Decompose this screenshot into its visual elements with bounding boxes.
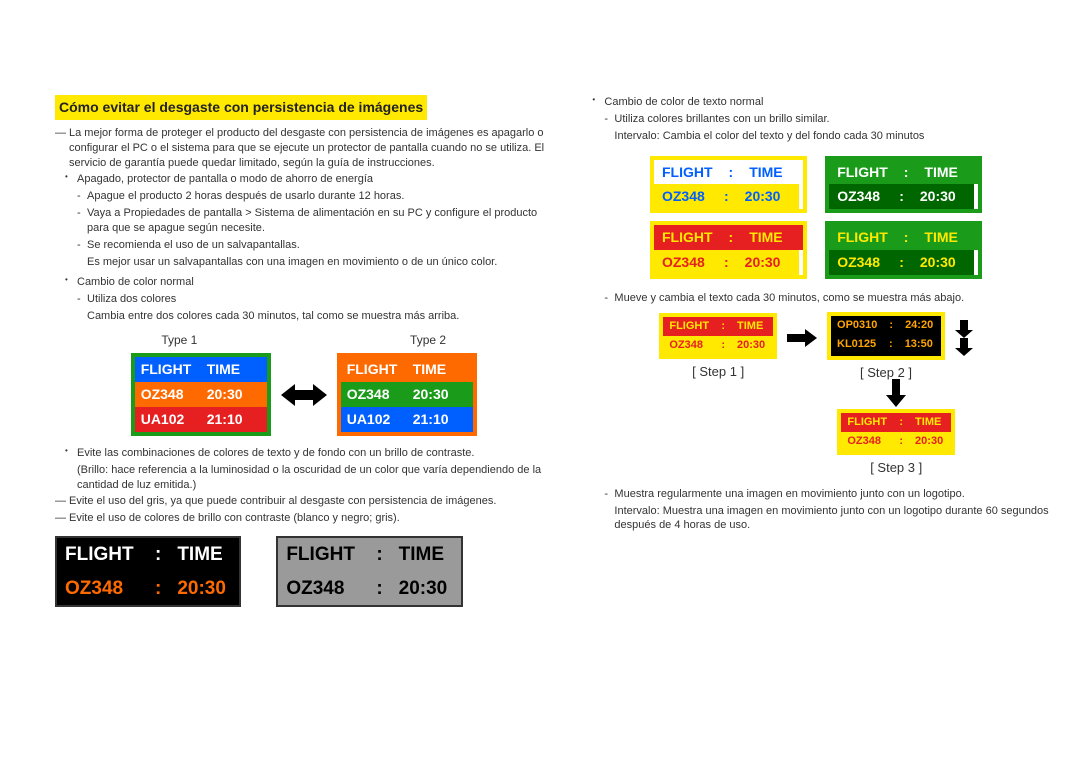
double-arrow-icon bbox=[281, 380, 327, 410]
bullet-power-c2: Es mejor usar un salvapantallas con una … bbox=[55, 255, 552, 270]
avoid-gray: Evite el uso del gris, ya que puede cont… bbox=[55, 494, 552, 509]
step1-label: [ Step 1 ] bbox=[692, 363, 744, 381]
bullet-power-a: Apague el producto 2 horas después de us… bbox=[55, 189, 552, 204]
bullet-color-a2: Cambia entre dos colores cada 30 minutos… bbox=[55, 309, 552, 324]
board-gray: FLIGHT:TIME OZ348:20:30 bbox=[276, 536, 462, 607]
bullet-color: Cambio de color normal bbox=[55, 275, 552, 290]
bullet-power: Apagado, protector de pantalla o modo de… bbox=[55, 172, 552, 187]
left-column: Cómo evitar el desgaste con persistencia… bbox=[55, 95, 552, 607]
board-A: FLIGHT:TIME OZ348:20:30 bbox=[650, 156, 807, 214]
brillo-note: (Brillo: hace referencia a la luminosida… bbox=[55, 463, 552, 493]
bottom-boards: FLIGHT:TIME OZ348:20:30 FLIGHT:TIME OZ34… bbox=[55, 536, 552, 607]
arrow-down-icon bbox=[955, 320, 973, 338]
intro-text: La mejor forma de proteger el producto d… bbox=[55, 126, 552, 171]
step3-board: FLIGHT:TIME OZ348:20:30 bbox=[837, 409, 955, 455]
board-D: FLIGHT:TIME OZ348:20:30 bbox=[825, 221, 982, 279]
type1-board: FLIGHTTIME OZ34820:30 UA10221:10 bbox=[131, 353, 271, 436]
bullet-power-c: Se recomienda el uso de un salvapantalla… bbox=[55, 238, 552, 253]
bullet-color-a: Utiliza dos colores bbox=[55, 292, 552, 307]
arrow-down-icon bbox=[955, 338, 973, 356]
board-C: FLIGHT:TIME OZ348:20:30 bbox=[650, 221, 807, 279]
avoid-combo: Evite las combinaciones de colores de te… bbox=[55, 446, 552, 461]
arrow-right-icon bbox=[787, 328, 817, 348]
arrow-down-icon bbox=[886, 379, 906, 407]
move-text: Mueve y cambia el texto cada 30 minutos,… bbox=[582, 291, 1050, 306]
board-B: FLIGHT:TIME OZ348:20:30 bbox=[825, 156, 982, 214]
type2-board: FLIGHTTIME OZ34820:30 UA10221:10 bbox=[337, 353, 477, 436]
text-color-change: Cambio de color de texto normal bbox=[582, 95, 1050, 110]
board-black: FLIGHT:TIME OZ348:20:30 bbox=[55, 536, 241, 607]
right-column: Cambio de color de texto normal Utiliza … bbox=[582, 95, 1050, 607]
logo-interval: Intervalo: Muestra una imagen en movimie… bbox=[582, 504, 1050, 534]
type1-label: Type 1 bbox=[161, 332, 197, 348]
type2-label: Type 2 bbox=[410, 332, 446, 348]
avoid-bn: Evite el uso de colores de brillo con co… bbox=[55, 511, 552, 526]
interval-30: Intervalo: Cambia el color del texto y d… bbox=[582, 129, 1050, 144]
section-title: Cómo evitar el desgaste con persistencia… bbox=[55, 95, 427, 120]
type-boards-row: FLIGHTTIME OZ34820:30 UA10221:10 FLIGHTT… bbox=[55, 353, 552, 436]
bright-colors: Utiliza colores brillantes con un brillo… bbox=[582, 112, 1050, 127]
logo-movie: Muestra regularmente una imagen en movim… bbox=[582, 487, 1050, 502]
step1-board: FLIGHT:TIME OZ348:20:30 bbox=[659, 313, 777, 359]
step3-label: [ Step 3 ] bbox=[870, 459, 922, 477]
bullet-power-b: Vaya a Propiedades de pantalla > Sistema… bbox=[55, 206, 552, 236]
step2-board: OP0310:24:20 KL0125:13:50 EA0110:20:30 K… bbox=[827, 312, 945, 360]
